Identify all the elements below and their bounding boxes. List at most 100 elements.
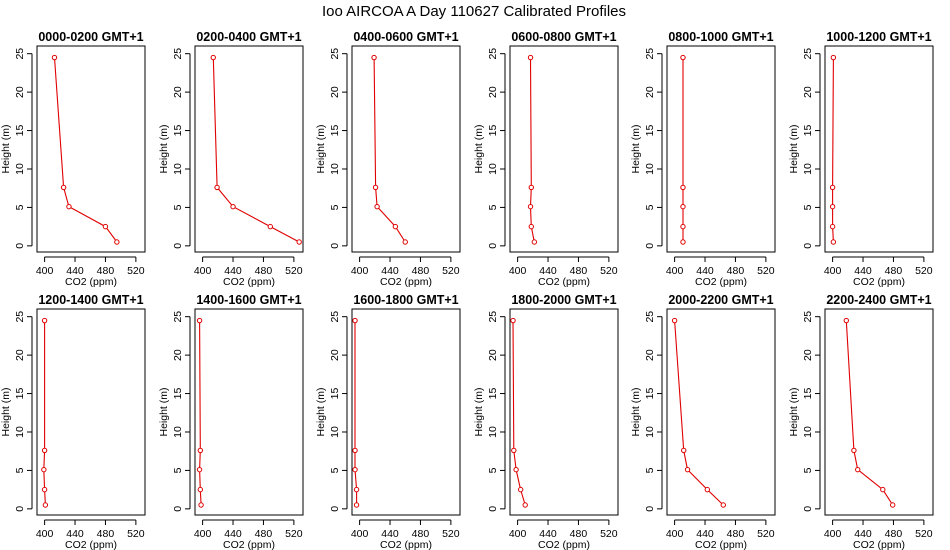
x-tick-label: 400 bbox=[666, 265, 684, 277]
x-tick-label: 520 bbox=[757, 528, 775, 540]
x-axis-label: CO2 (ppm) bbox=[695, 276, 747, 288]
x-tick-label: 520 bbox=[915, 265, 933, 277]
y-tick-label: 10 bbox=[329, 426, 341, 438]
plot-frame bbox=[36, 45, 146, 253]
y-tick-label: 5 bbox=[487, 467, 499, 473]
y-tick-label: 0 bbox=[802, 243, 814, 249]
x-tick-label: 400 bbox=[824, 528, 842, 540]
y-axis-label: Height (m) bbox=[630, 387, 642, 436]
y-axis-label: Height (m) bbox=[315, 124, 327, 173]
y-tick-label: 20 bbox=[172, 86, 184, 98]
x-axis-label: CO2 (ppm) bbox=[695, 539, 747, 550]
y-axis-label: Height (m) bbox=[630, 124, 642, 173]
y-tick-label: 20 bbox=[802, 86, 814, 98]
y-tick-label: 10 bbox=[172, 163, 184, 175]
y-tick-label: 20 bbox=[644, 86, 656, 98]
data-point bbox=[352, 317, 358, 324]
y-tick-label: 25 bbox=[172, 48, 184, 60]
figure-title: Ioo AIRCOA A Day 110627 Calibrated Profi… bbox=[322, 3, 626, 20]
y-tick-label: 0 bbox=[802, 506, 814, 512]
plot-frame bbox=[194, 45, 304, 253]
chart-panel: 1200-1400 GMT+1 400 440 480 520 CO2 (ppm) 0 5 10… bbox=[0, 293, 146, 550]
x-tick-label: 480 bbox=[97, 265, 115, 277]
x-tick-label: 520 bbox=[600, 265, 618, 277]
x-axis-label: CO2 (ppm) bbox=[538, 276, 590, 288]
plot-frame bbox=[824, 45, 934, 253]
y-tick-label: 5 bbox=[802, 467, 814, 473]
y-axis-label: Height (m) bbox=[315, 387, 327, 436]
x-tick-label: 480 bbox=[570, 265, 588, 277]
x-tick-label: 520 bbox=[127, 265, 145, 277]
x-axis-label: CO2 (ppm) bbox=[538, 539, 590, 550]
y-tick-label: 25 bbox=[802, 311, 814, 323]
y-tick-label: 5 bbox=[329, 204, 341, 210]
y-tick-label: 20 bbox=[329, 86, 341, 98]
plot-frame bbox=[509, 45, 619, 253]
data-point bbox=[680, 239, 686, 245]
data-point bbox=[214, 184, 220, 191]
x-tick-label: 400 bbox=[509, 265, 527, 277]
y-tick-label: 5 bbox=[329, 467, 341, 473]
data-point bbox=[528, 223, 534, 230]
y-tick-label: 10 bbox=[172, 426, 184, 438]
y-tick-label: 0 bbox=[172, 506, 184, 512]
y-tick-label: 0 bbox=[14, 506, 26, 512]
data-point bbox=[51, 54, 58, 61]
x-tick-label: 440 bbox=[539, 528, 557, 540]
data-point bbox=[513, 466, 519, 473]
y-tick-label: 0 bbox=[14, 243, 26, 249]
data-point bbox=[684, 466, 691, 473]
data-point bbox=[60, 184, 67, 191]
data-point bbox=[680, 223, 686, 230]
data-point bbox=[41, 447, 48, 454]
data-point bbox=[522, 502, 528, 508]
data-point bbox=[352, 466, 358, 473]
x-axis-label: CO2 (ppm) bbox=[223, 539, 275, 550]
x-tick-label: 400 bbox=[824, 265, 842, 277]
data-point bbox=[680, 203, 686, 210]
y-tick-label: 0 bbox=[487, 506, 499, 512]
x-tick-label: 520 bbox=[757, 265, 775, 277]
data-point bbox=[41, 317, 48, 324]
y-tick-label: 20 bbox=[14, 349, 26, 361]
y-axis-label: Height (m) bbox=[473, 387, 485, 436]
data-point bbox=[527, 54, 534, 61]
data-point bbox=[197, 447, 204, 454]
x-tick-label: 440 bbox=[381, 265, 399, 277]
y-tick-label: 20 bbox=[644, 349, 656, 361]
data-point bbox=[114, 239, 120, 245]
data-point bbox=[352, 447, 358, 454]
chart-panel: 0200-0400 GMT+1 400 440 480 520 CO2 (ppm) 0 5 10… bbox=[158, 30, 304, 288]
data-point bbox=[102, 223, 109, 230]
y-tick-label: 15 bbox=[329, 388, 341, 400]
data-point bbox=[353, 502, 360, 508]
y-tick-label: 15 bbox=[487, 125, 499, 137]
y-tick-label: 15 bbox=[329, 125, 341, 137]
y-tick-label: 25 bbox=[644, 311, 656, 323]
x-tick-label: 480 bbox=[885, 265, 903, 277]
y-tick-label: 15 bbox=[644, 125, 656, 137]
data-point bbox=[196, 466, 203, 473]
y-tick-label: 15 bbox=[14, 388, 26, 400]
data-point bbox=[680, 184, 686, 191]
y-tick-label: 25 bbox=[802, 48, 814, 60]
y-tick-label: 5 bbox=[644, 204, 656, 210]
y-axis-label: Height (m) bbox=[473, 124, 485, 173]
plot-frame bbox=[351, 45, 461, 253]
y-tick-label: 5 bbox=[487, 204, 499, 210]
data-point bbox=[528, 184, 534, 191]
y-tick-label: 10 bbox=[802, 426, 814, 438]
y-axis-label: Height (m) bbox=[788, 387, 800, 436]
y-tick-label: 25 bbox=[644, 48, 656, 60]
plot-frame bbox=[351, 308, 461, 516]
plot-frame bbox=[36, 308, 146, 516]
data-point bbox=[402, 239, 408, 245]
x-tick-label: 400 bbox=[194, 528, 212, 540]
panel-title: 1000-1200 GMT+1 bbox=[826, 30, 931, 44]
data-point bbox=[680, 54, 686, 61]
y-tick-label: 10 bbox=[14, 426, 26, 438]
y-tick-label: 0 bbox=[329, 506, 341, 512]
y-tick-label: 15 bbox=[487, 388, 499, 400]
